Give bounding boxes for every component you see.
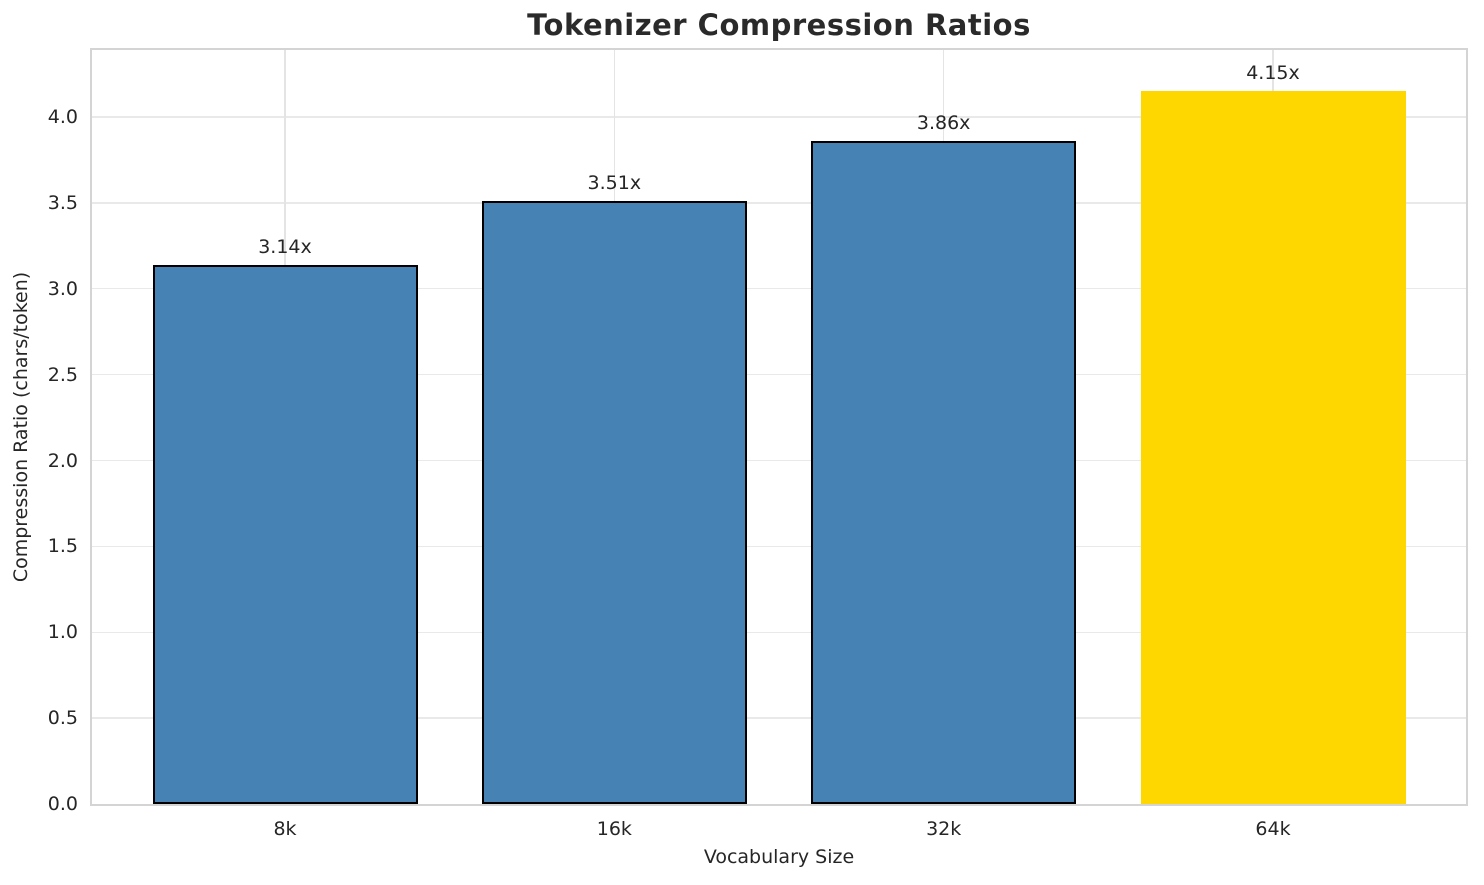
chart-title: Tokenizer Compression Ratios [527, 8, 1031, 42]
x-tick-label-8k: 8k [273, 818, 297, 840]
plot-area: 0.0 0.5 1.0 1.5 2.0 2.5 3.0 3.5 4.0 3.14x 8k 3.51x 1… [48, 48, 1468, 840]
bar-32k [811, 141, 1077, 804]
y-gridline-4.0 [92, 116, 1466, 118]
y-gridline-1.0 [92, 631, 1466, 633]
y-tick-label: 2.5 [47, 363, 78, 386]
x-tick-label-64k: 64k [1255, 818, 1291, 840]
y-tick-label: 1.5 [47, 535, 78, 558]
x-tick-label-16k: 16k [596, 818, 632, 840]
bar-value-label-8k: 3.14x [258, 235, 312, 258]
bar-64k [1140, 91, 1406, 804]
y-gridline-3.5 [92, 202, 1466, 204]
y-tick-label: 2.0 [47, 449, 78, 472]
y-gridline-2.5 [92, 373, 1466, 376]
x-tick-label-32k: 32k [926, 818, 962, 840]
y-gridline-3.0 [92, 288, 1466, 290]
y-tick-label: 0.0 [47, 793, 78, 815]
bar-value-label-32k: 3.86x [916, 112, 971, 135]
y-tick-label: 3.0 [47, 277, 78, 300]
y-gridline-0.5 [92, 717, 1466, 719]
bar-value-label-16k: 3.51x [587, 172, 642, 195]
plot-inner: 0.0 0.5 1.0 1.5 2.0 2.5 3.0 3.5 4.0 3.14x 8k 3.51x 1… [48, 50, 1466, 840]
y-tick-label: 4.0 [47, 105, 78, 128]
bar-8k [152, 264, 418, 804]
y-gridline-2.0 [92, 459, 1466, 462]
bar-16k [481, 201, 747, 804]
x-axis-title: Vocabulary Size [703, 846, 855, 868]
y-tick-label: 0.5 [47, 707, 78, 730]
y-gridline-1.5 [92, 545, 1466, 548]
bar-value-label-64k: 4.15x [1246, 62, 1300, 85]
y-tick-label: 3.5 [47, 191, 78, 214]
y-tick-label: 1.0 [47, 621, 78, 644]
